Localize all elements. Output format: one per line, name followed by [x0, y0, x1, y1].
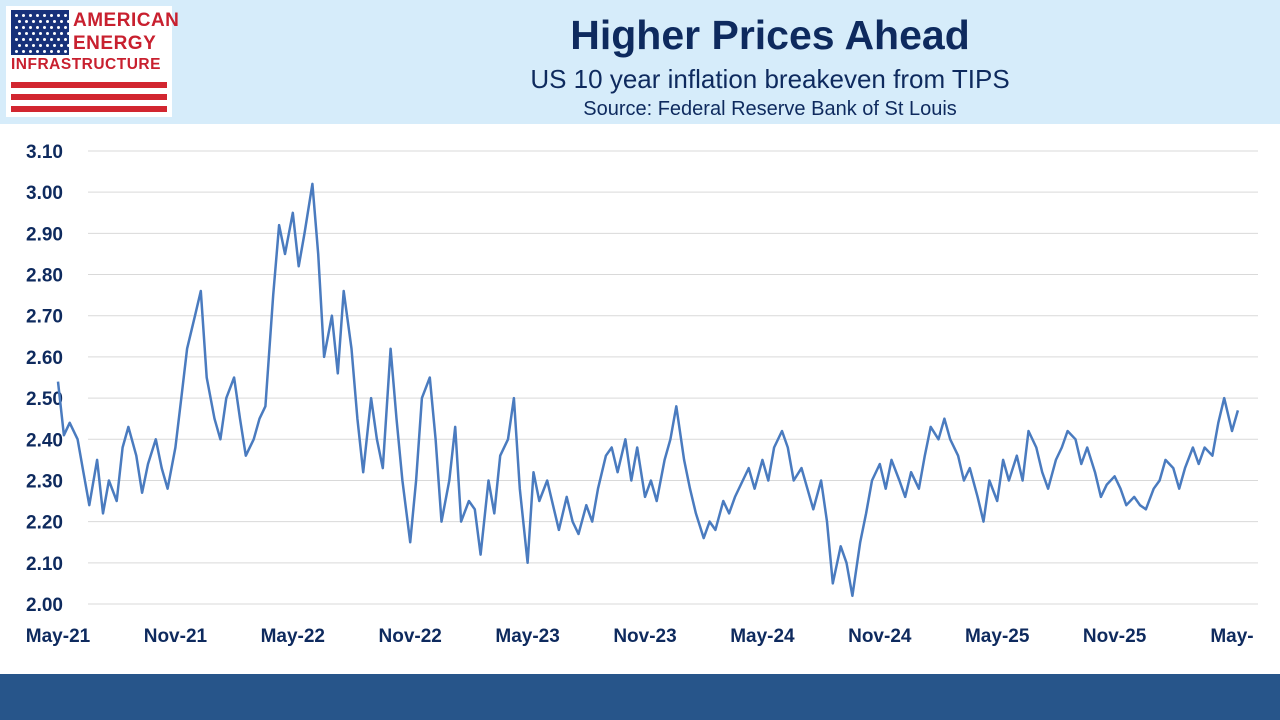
logo-line-3: INFRASTRUCTURE	[11, 56, 161, 73]
line-chart: 3.10 3.00 2.90 2.80 2.70 2.60 2.50 2.40 2.30 2.20…	[26, 142, 1258, 647]
y-tick-label: 2.30	[26, 471, 63, 492]
x-tick-label: Nov-24	[848, 626, 912, 647]
y-tick-label: 2.10	[26, 554, 63, 575]
x-tick-label: Nov-25	[1083, 626, 1147, 647]
x-tick-label: May-21	[26, 626, 91, 647]
x-tick-label: Nov-23	[613, 626, 676, 647]
x-tick-label: Nov-21	[144, 626, 208, 647]
series-line	[56, 182, 1240, 598]
y-tick-label: 3.00	[26, 183, 63, 204]
y-tick-label: 2.20	[26, 513, 63, 534]
x-tick-label: May-24	[730, 626, 795, 647]
y-tick-label: 2.90	[26, 224, 63, 245]
y-tick-label: 2.00	[26, 595, 63, 616]
logo-stripe	[11, 94, 167, 100]
logo-line-2: ENERGY	[73, 33, 157, 54]
logo-stripe	[11, 106, 167, 112]
x-tick-label: May-	[1210, 626, 1253, 647]
x-tick-label: May-23	[495, 626, 559, 647]
y-tick-label: 2.50	[26, 389, 63, 410]
x-tick-label: May-22	[261, 626, 325, 647]
y-tick-label: 3.10	[26, 142, 63, 163]
y-tick-label: 2.70	[26, 307, 63, 328]
footer-bar	[0, 674, 1280, 720]
header-banner: AMERICAN ENERGY INFRASTRUCTURE Higher Pr…	[0, 0, 1280, 124]
y-tick-label: 2.40	[26, 430, 63, 451]
y-tick-label: 2.60	[26, 348, 63, 369]
chart-title: Higher Prices Ahead	[570, 12, 970, 58]
x-tick-label: May-25	[965, 626, 1030, 647]
logo-line-1: AMERICAN	[73, 10, 180, 31]
y-tick-label: 2.80	[26, 266, 63, 287]
chart-source: Source: Federal Reserve Bank of St Louis	[583, 98, 957, 120]
chart-subtitle: US 10 year inflation breakeven from TIPS	[530, 64, 1010, 94]
logo-stripe	[11, 82, 167, 88]
company-logo: AMERICAN ENERGY INFRASTRUCTURE	[6, 6, 179, 117]
x-tick-label: Nov-22	[379, 626, 442, 647]
us-flag-icon	[11, 10, 70, 55]
